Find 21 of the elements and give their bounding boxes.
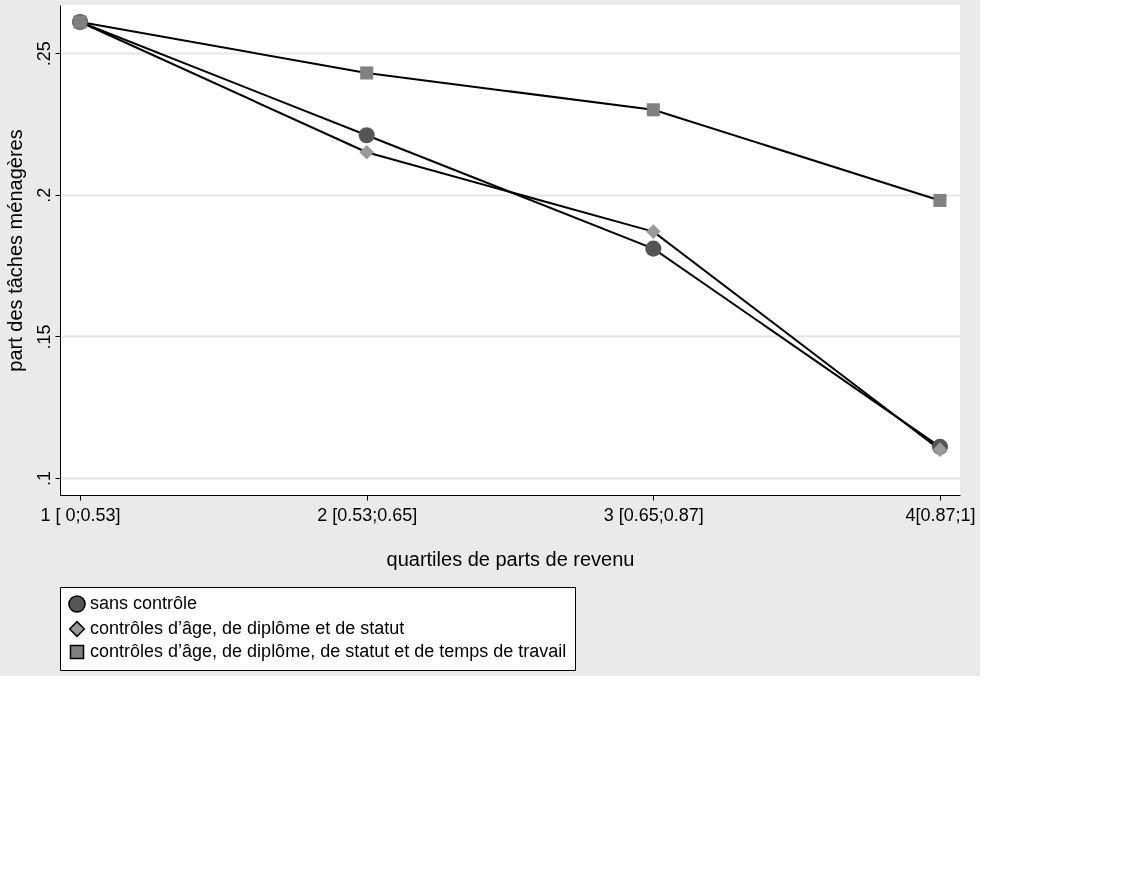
legend-label: contrôles d’âge, de diplôme, de statut et de temps de travail	[90, 641, 567, 661]
point	[645, 224, 661, 239]
legend-label: contrôles d’âge, de diplôme et de statut	[90, 618, 405, 638]
y-tick-label: .25	[33, 41, 54, 67]
x-tick-label: 2 [0.53;0.65]	[317, 504, 418, 525]
point	[645, 240, 662, 257]
point	[646, 103, 660, 117]
x-tick-label: 4[0.87;1]	[905, 504, 976, 525]
point	[358, 127, 375, 144]
point	[359, 144, 375, 160]
y-axis-title: part des tâches ménagères	[3, 129, 26, 372]
y-tick-label: .1	[33, 471, 54, 487]
x-tick-label: 3 [0.65;0.87]	[603, 504, 704, 525]
point	[932, 442, 948, 458]
y-tick-label: .2	[33, 187, 54, 203]
legend-label: sans contrôle	[90, 593, 198, 613]
x-axis-title: quartiles de parts de revenu	[386, 547, 635, 570]
point	[360, 66, 374, 80]
x-tick-label: 1 [ 0;0.53]	[40, 504, 121, 525]
point	[933, 193, 947, 207]
y-tick-label: .15	[33, 324, 54, 350]
